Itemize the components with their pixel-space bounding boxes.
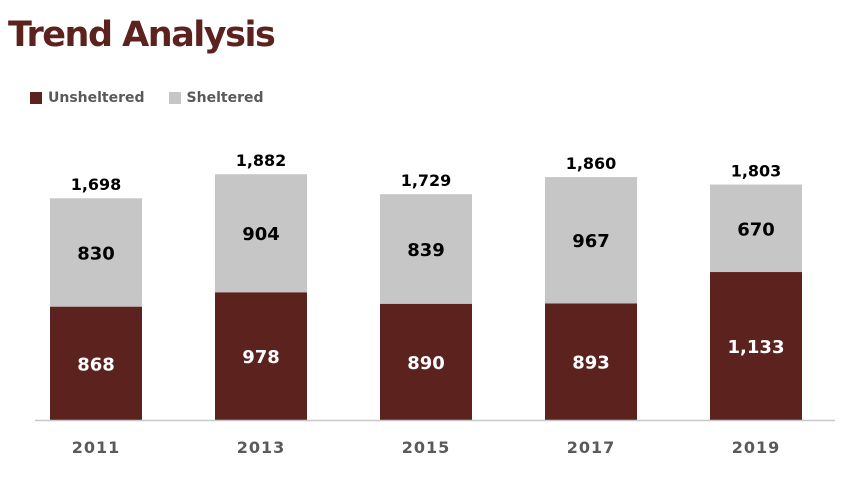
bar-sheltered-2015 (380, 194, 472, 304)
total-label-2013: 1,882 (236, 151, 287, 170)
value-label-sheltered-2019: 670 (737, 219, 775, 240)
value-label-sheltered-2015: 839 (407, 240, 445, 261)
legend-swatch-sheltered (168, 92, 181, 104)
bar-sheltered-2013 (215, 174, 307, 293)
total-label-2011: 1,698 (71, 175, 122, 194)
bar-unsheltered-2011 (50, 306, 142, 420)
x-tick-label-2017: 2017 (567, 438, 616, 457)
value-label-sheltered-2017: 967 (572, 231, 610, 252)
x-tick-label-2011: 2011 (72, 438, 121, 457)
value-label-sheltered-2013: 904 (242, 224, 280, 245)
x-tick-label-2015: 2015 (402, 438, 451, 457)
value-label-unsheltered-2017: 893 (572, 353, 610, 374)
legend: Unsheltered Sheltered (30, 90, 288, 106)
value-label-sheltered-2011: 830 (77, 243, 115, 264)
legend-label-sheltered: Sheltered (186, 90, 264, 106)
legend-item-sheltered: Sheltered (168, 90, 264, 106)
legend-item-unsheltered: Unsheltered (30, 90, 145, 106)
bar-unsheltered-2013 (215, 292, 307, 420)
total-label-2017: 1,860 (566, 154, 617, 173)
bar-unsheltered-2017 (545, 303, 637, 420)
bar-sheltered-2019 (710, 184, 802, 273)
bar-unsheltered-2019 (710, 272, 802, 420)
value-label-unsheltered-2013: 978 (242, 347, 280, 368)
legend-swatch-unsheltered (30, 92, 42, 104)
value-label-unsheltered-2015: 890 (407, 353, 445, 374)
value-label-unsheltered-2019: 1,133 (728, 337, 785, 358)
page-title: Trend Analysis (8, 15, 276, 55)
total-label-2015: 1,729 (401, 171, 452, 190)
x-tick-label-2019: 2019 (732, 438, 781, 457)
value-label-unsheltered-2011: 868 (77, 354, 115, 375)
bar-sheltered-2017 (545, 177, 637, 304)
total-label-2019: 1,803 (731, 162, 782, 181)
legend-label-unsheltered: Unsheltered (48, 90, 145, 106)
x-tick-label-2013: 2013 (237, 438, 286, 457)
bar-sheltered-2011 (50, 198, 142, 307)
bar-unsheltered-2015 (380, 303, 472, 420)
